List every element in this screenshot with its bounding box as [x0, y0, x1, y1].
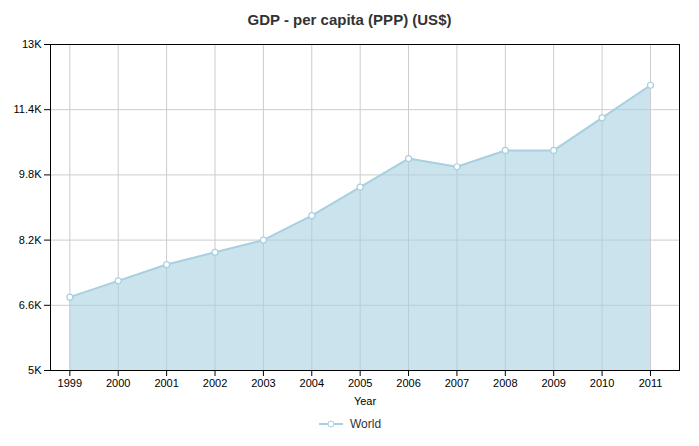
svg-text:2011: 2011	[639, 377, 663, 389]
svg-text:1999: 1999	[58, 377, 82, 389]
html-text:GDP - per capita (PPP) (US$): GDP - per capita (PPP) (US$)	[247, 11, 452, 28]
svg-text:2003: 2003	[251, 377, 275, 389]
svg-text:6.6K: 6.6K	[19, 299, 42, 311]
svg-text:2009: 2009	[541, 377, 565, 389]
svg-text:2001: 2001	[154, 377, 178, 389]
svg-text:11.4K: 11.4K	[14, 103, 43, 115]
svg-text:2000: 2000	[106, 377, 130, 389]
svg-text:13K: 13K	[22, 38, 42, 50]
svg-text:2005: 2005	[348, 377, 372, 389]
svg-text:2007: 2007	[445, 377, 469, 389]
svg-text:2010: 2010	[590, 377, 614, 389]
svg-text:2004: 2004	[300, 377, 324, 389]
html-text:World: World	[349, 417, 382, 431]
svg-text:8.2K: 8.2K	[19, 234, 42, 246]
svg-text:2008: 2008	[493, 377, 517, 389]
svg-text:5K: 5K	[28, 364, 42, 376]
svg-text:2002: 2002	[203, 377, 227, 389]
svg-text:9.8K: 9.8K	[19, 168, 42, 180]
svg-text:Year: Year	[354, 395, 377, 407]
svg-text:2006: 2006	[396, 377, 420, 389]
